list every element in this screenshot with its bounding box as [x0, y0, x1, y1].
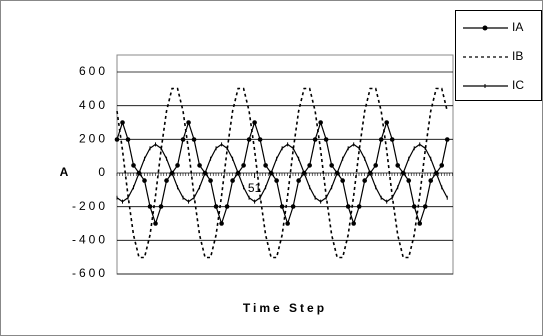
point	[395, 163, 401, 168]
legend-box	[455, 10, 542, 101]
point	[125, 137, 131, 142]
plot-area	[116, 54, 454, 275]
point	[345, 204, 351, 209]
point	[274, 178, 279, 183]
point	[164, 178, 169, 183]
point	[323, 137, 329, 142]
point	[263, 163, 268, 168]
point	[114, 137, 120, 142]
point	[373, 163, 378, 168]
point	[406, 178, 412, 183]
point	[241, 163, 246, 168]
point	[219, 221, 224, 226]
y-tick-label: -200	[72, 199, 108, 213]
point	[428, 178, 434, 183]
x-axis-label: Time Step	[243, 301, 327, 315]
point	[389, 137, 395, 142]
point	[147, 204, 153, 209]
point	[307, 163, 312, 168]
point	[191, 137, 197, 142]
point	[186, 120, 191, 125]
point	[290, 204, 296, 209]
point	[411, 204, 417, 209]
y-tick-label: 400	[79, 98, 108, 112]
point	[257, 137, 263, 142]
point	[384, 120, 390, 125]
point	[439, 163, 445, 168]
point	[312, 137, 318, 142]
point	[213, 204, 219, 209]
y-tick-label: -600	[72, 266, 108, 280]
y-tick-label: 200	[79, 132, 108, 146]
point	[252, 120, 257, 125]
point	[175, 163, 180, 168]
legend-label: IB	[512, 49, 523, 63]
point	[224, 204, 230, 209]
legend-label: IC	[512, 78, 524, 92]
legend-label: IA	[512, 20, 523, 34]
point	[329, 163, 334, 168]
y-tick-label: 0	[98, 165, 108, 179]
point	[362, 178, 367, 183]
point	[120, 120, 125, 125]
point	[340, 178, 345, 183]
point	[285, 221, 290, 226]
point	[279, 204, 285, 209]
x-tick-label: 51	[248, 181, 262, 195]
point	[296, 178, 301, 183]
y-axis-label: A	[60, 165, 69, 179]
point	[153, 221, 158, 226]
point	[230, 178, 235, 183]
series-line	[116, 87, 449, 259]
point	[246, 137, 252, 142]
point	[351, 221, 356, 226]
y-tick-label: -400	[72, 233, 108, 247]
point	[444, 137, 450, 142]
y-tick-label: 600	[79, 64, 108, 78]
point	[356, 204, 362, 209]
point	[180, 137, 186, 142]
point	[197, 163, 202, 168]
point	[142, 178, 147, 183]
point	[131, 163, 136, 168]
point	[422, 204, 428, 209]
point	[378, 137, 384, 142]
point	[158, 204, 164, 209]
legend-marker	[482, 25, 488, 31]
point	[208, 178, 213, 183]
point	[318, 120, 323, 125]
point	[417, 221, 423, 226]
